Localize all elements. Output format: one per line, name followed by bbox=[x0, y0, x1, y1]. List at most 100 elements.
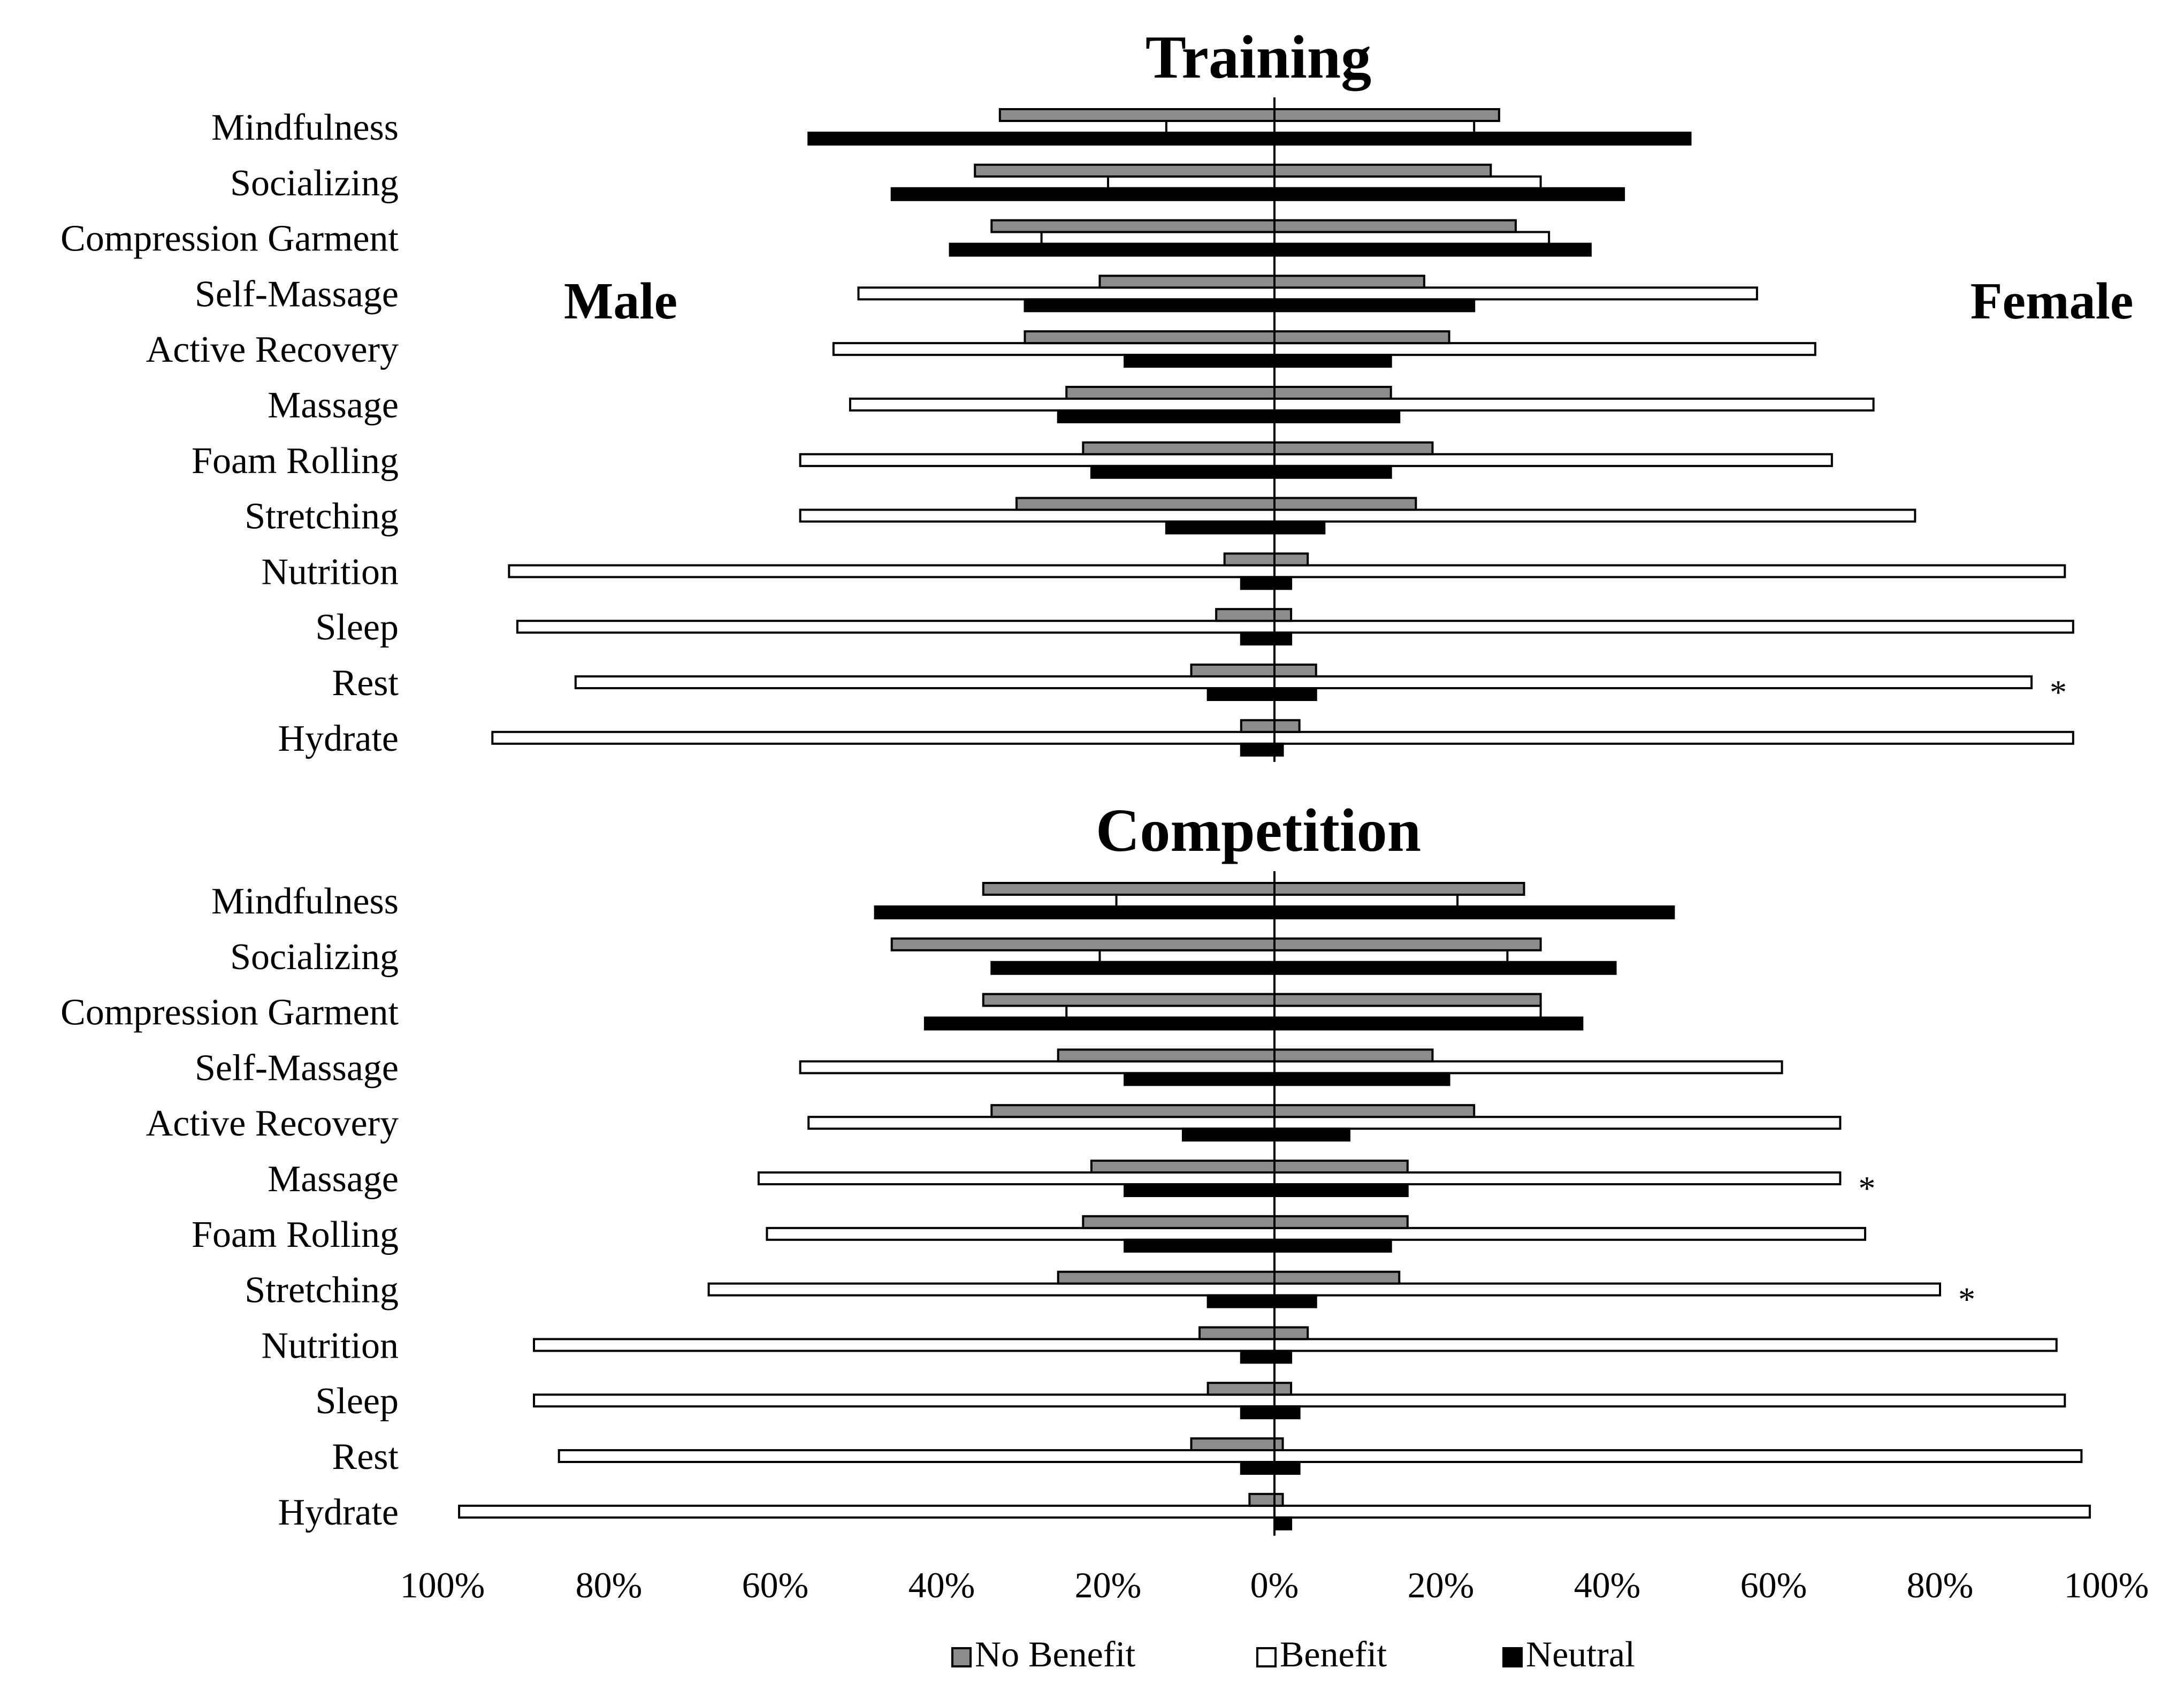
competition-bar-rest-benefit-male bbox=[558, 1449, 1276, 1463]
legend-label-benefit: Benefit bbox=[1280, 1634, 1387, 1674]
training-bar-compression-garment-no-benefit-female bbox=[1273, 219, 1517, 233]
male-side-label: Male bbox=[564, 272, 677, 330]
competition-bar-compression-garment-no-benefit-male bbox=[982, 993, 1276, 1007]
training-category-label-rest: Rest bbox=[332, 662, 399, 704]
competition-bar-nutrition-benefit-female bbox=[1273, 1338, 2058, 1352]
training-bar-sleep-benefit-male bbox=[516, 620, 1276, 634]
training-bar-mindfulness-neutral-male bbox=[807, 132, 1276, 146]
competition-bar-rest-neutral-male bbox=[1240, 1461, 1276, 1475]
training-bar-sleep-benefit-female bbox=[1273, 620, 2074, 634]
competition-bar-mindfulness-benefit-female bbox=[1273, 894, 1459, 908]
training-bar-massage-no-benefit-female bbox=[1273, 386, 1392, 400]
training-bar-foam-rolling-neutral-female bbox=[1273, 464, 1392, 479]
training-bar-nutrition-no-benefit-female bbox=[1273, 552, 1309, 567]
training-bar-self-massage-benefit-female bbox=[1273, 286, 1758, 301]
training-bar-mindfulness-benefit-female bbox=[1273, 120, 1476, 134]
training-bar-socializing-benefit-female bbox=[1273, 175, 1542, 189]
x-tick-label: 20% bbox=[1408, 1565, 1475, 1605]
competition-bar-stretching-neutral-male bbox=[1206, 1294, 1276, 1308]
competition-bar-massage-neutral-male bbox=[1124, 1183, 1276, 1197]
competition-bar-massage-benefit-male bbox=[757, 1171, 1276, 1185]
training-bar-self-massage-no-benefit-male bbox=[1098, 275, 1276, 289]
training-category-label-socializing: Socializing bbox=[230, 163, 399, 204]
training-category-label-stretching: Stretching bbox=[245, 496, 399, 537]
training-bar-stretching-no-benefit-female bbox=[1273, 497, 1417, 511]
x-tick-label: 100% bbox=[2064, 1565, 2149, 1605]
training-category-label-mindfulness: Mindfulness bbox=[211, 107, 399, 148]
competition-bar-nutrition-no-benefit-female bbox=[1273, 1326, 1309, 1340]
training-bar-nutrition-neutral-male bbox=[1240, 576, 1276, 590]
x-tick-label: 100% bbox=[400, 1565, 485, 1605]
training-bar-foam-rolling-no-benefit-male bbox=[1082, 441, 1276, 455]
competition-category-label-mindfulness: Mindfulness bbox=[211, 881, 399, 922]
training-bar-hydrate-benefit-female bbox=[1273, 730, 2074, 745]
competition-category-label-stretching: Stretching bbox=[245, 1270, 399, 1311]
competition-category-label-sleep: Sleep bbox=[315, 1381, 399, 1422]
competition-bar-stretching-no-benefit-male bbox=[1057, 1270, 1276, 1285]
training-bar-mindfulness-neutral-female bbox=[1273, 132, 1692, 146]
training-bar-massage-benefit-female bbox=[1273, 398, 1875, 412]
female-side-label: Female bbox=[1971, 272, 2134, 330]
training-bar-massage-neutral-male bbox=[1057, 409, 1276, 423]
competition-bar-nutrition-benefit-male bbox=[533, 1338, 1276, 1352]
competition-bar-compression-garment-neutral-male bbox=[923, 1016, 1276, 1031]
training-bar-rest-no-benefit-female bbox=[1273, 664, 1317, 677]
competition-bar-self-massage-neutral-male bbox=[1124, 1072, 1276, 1086]
competition-significance-marker-massage: * bbox=[1858, 1169, 1875, 1207]
competition-bar-active-recovery-benefit-female bbox=[1273, 1116, 1842, 1130]
training-bar-hydrate-no-benefit-male bbox=[1240, 719, 1276, 733]
competition-bar-hydrate-no-benefit-female bbox=[1273, 1492, 1284, 1507]
training-bar-rest-no-benefit-male bbox=[1190, 664, 1276, 677]
competition-bar-nutrition-neutral-female bbox=[1273, 1350, 1293, 1364]
competition-bar-socializing-benefit-male bbox=[1098, 949, 1276, 963]
training-bar-stretching-neutral-female bbox=[1273, 520, 1326, 535]
competition-bar-rest-no-benefit-female bbox=[1273, 1437, 1284, 1451]
training-bar-massage-no-benefit-male bbox=[1065, 386, 1276, 400]
training-bar-stretching-benefit-male bbox=[799, 508, 1276, 523]
competition-bar-active-recovery-neutral-male bbox=[1181, 1128, 1276, 1142]
training-bar-sleep-no-benefit-female bbox=[1273, 608, 1293, 622]
training-panel: Training Mindfulness Socializing Compressio… bbox=[60, 23, 2074, 762]
training-bar-self-massage-neutral-male bbox=[1024, 298, 1276, 313]
competition-bar-massage-neutral-female bbox=[1273, 1183, 1409, 1197]
competition-bar-hydrate-benefit-female bbox=[1273, 1504, 2091, 1519]
training-bar-nutrition-no-benefit-male bbox=[1223, 552, 1276, 567]
training-category-label-active-recovery: Active Recovery bbox=[146, 329, 399, 370]
competition-bar-active-recovery-neutral-female bbox=[1273, 1128, 1350, 1142]
training-bar-hydrate-benefit-male bbox=[491, 730, 1276, 745]
training-bar-foam-rolling-benefit-male bbox=[799, 453, 1276, 467]
competition-bar-foam-rolling-no-benefit-male bbox=[1082, 1215, 1276, 1229]
competition-bar-sleep-neutral-male bbox=[1240, 1405, 1276, 1420]
training-bar-active-recovery-neutral-female bbox=[1273, 354, 1392, 368]
competition-category-label-massage: Massage bbox=[268, 1159, 399, 1200]
x-tick-label: 80% bbox=[576, 1565, 643, 1605]
training-category-label-compression-garment: Compression Garment bbox=[60, 218, 399, 260]
training-category-label-self-massage: Self-Massage bbox=[195, 273, 399, 315]
training-bar-socializing-no-benefit-male bbox=[974, 163, 1276, 178]
competition-bar-socializing-neutral-female bbox=[1273, 961, 1617, 975]
training-category-label-nutrition: Nutrition bbox=[261, 551, 399, 592]
competition-bar-self-massage-no-benefit-male bbox=[1057, 1048, 1276, 1063]
training-bar-socializing-benefit-male bbox=[1107, 175, 1276, 189]
competition-category-label-rest: Rest bbox=[332, 1436, 399, 1477]
legend-swatch-neutral bbox=[1502, 1647, 1523, 1667]
competition-bar-hydrate-neutral-female bbox=[1273, 1516, 1293, 1530]
training-bar-foam-rolling-no-benefit-female bbox=[1273, 441, 1434, 455]
training-bar-mindfulness-no-benefit-male bbox=[998, 108, 1276, 122]
training-bar-massage-neutral-female bbox=[1273, 409, 1401, 423]
training-category-label-massage: Massage bbox=[268, 385, 399, 426]
x-tick-label: 20% bbox=[1075, 1565, 1142, 1605]
training-bar-active-recovery-no-benefit-male bbox=[1024, 330, 1276, 345]
competition-bar-compression-garment-neutral-female bbox=[1273, 1016, 1584, 1031]
competition-bar-compression-garment-no-benefit-female bbox=[1273, 993, 1542, 1007]
competition-bar-socializing-no-benefit-male bbox=[890, 937, 1276, 951]
competition-bar-massage-benefit-female bbox=[1273, 1171, 1842, 1185]
competition-category-label-nutrition: Nutrition bbox=[261, 1325, 399, 1366]
training-bar-rest-neutral-male bbox=[1206, 687, 1276, 701]
training-bar-compression-garment-no-benefit-male bbox=[990, 219, 1276, 233]
training-title: Training bbox=[1146, 23, 1371, 91]
training-bar-rest-benefit-male bbox=[574, 675, 1276, 689]
competition-significance-marker-stretching: * bbox=[1958, 1281, 1975, 1319]
training-bar-compression-garment-benefit-female bbox=[1273, 231, 1551, 245]
training-bar-hydrate-neutral-male bbox=[1240, 742, 1276, 757]
